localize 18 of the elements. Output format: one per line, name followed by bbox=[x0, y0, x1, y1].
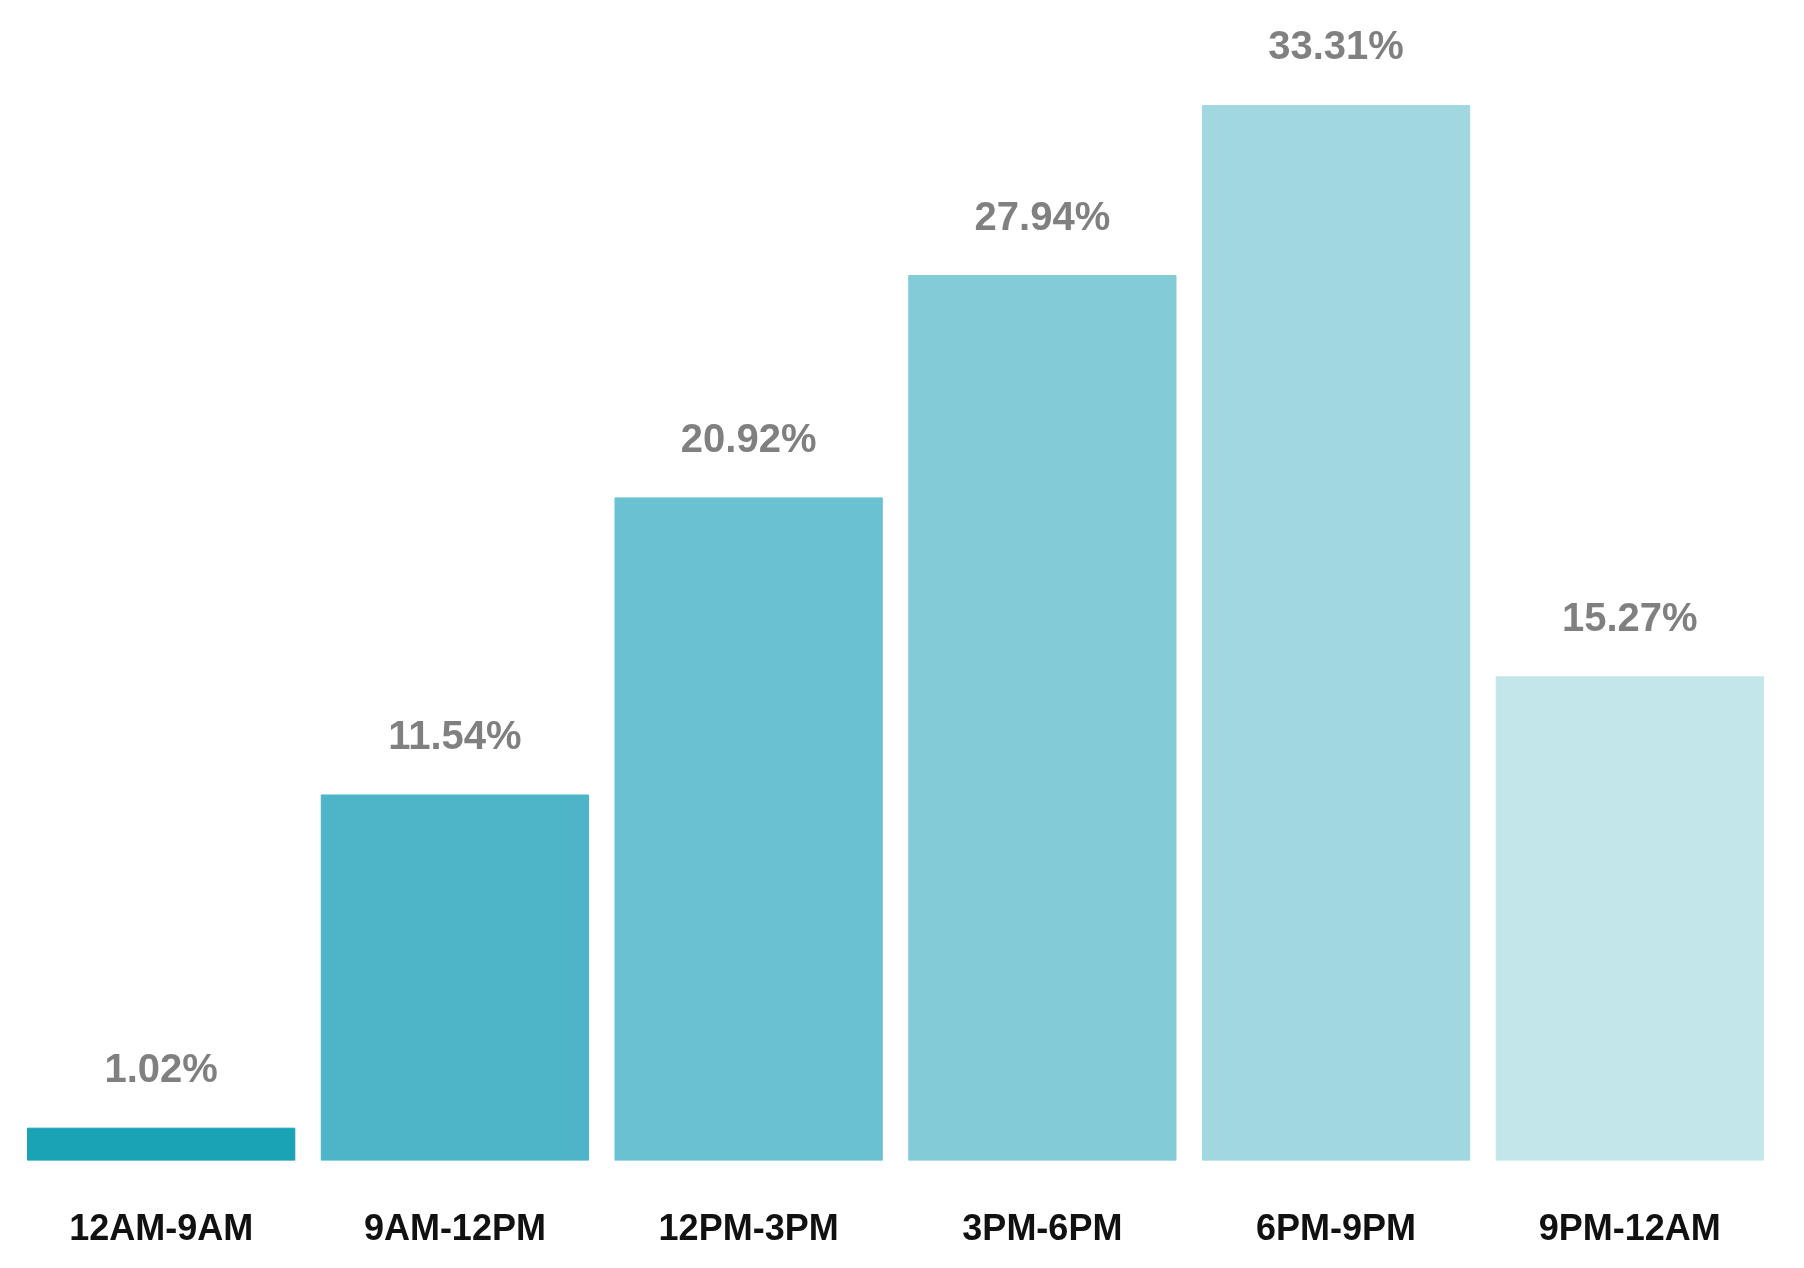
bar bbox=[1201, 104, 1471, 1161]
x-tick-label: 9PM-12AM bbox=[1538, 1206, 1721, 1248]
data-label: 15.27% bbox=[1561, 594, 1698, 639]
bar bbox=[320, 794, 590, 1161]
x-tick-label: 12AM-9AM bbox=[69, 1206, 254, 1248]
bar bbox=[1495, 676, 1764, 1161]
bar bbox=[614, 497, 883, 1161]
x-tick-label: 9AM-12PM bbox=[363, 1206, 546, 1248]
bar bbox=[27, 1127, 296, 1161]
x-tick-label: 12PM-3PM bbox=[658, 1206, 839, 1248]
data-label: 1.02% bbox=[104, 1046, 218, 1091]
data-label: 33.31% bbox=[1268, 23, 1404, 68]
x-tick-label: 3PM-6PM bbox=[962, 1206, 1123, 1248]
x-tick-label: 6PM-9PM bbox=[1256, 1206, 1417, 1248]
data-label: 27.94% bbox=[974, 193, 1111, 238]
data-label: 20.92% bbox=[680, 415, 817, 460]
data-label: 11.54% bbox=[388, 712, 522, 757]
bar bbox=[908, 275, 1177, 1161]
